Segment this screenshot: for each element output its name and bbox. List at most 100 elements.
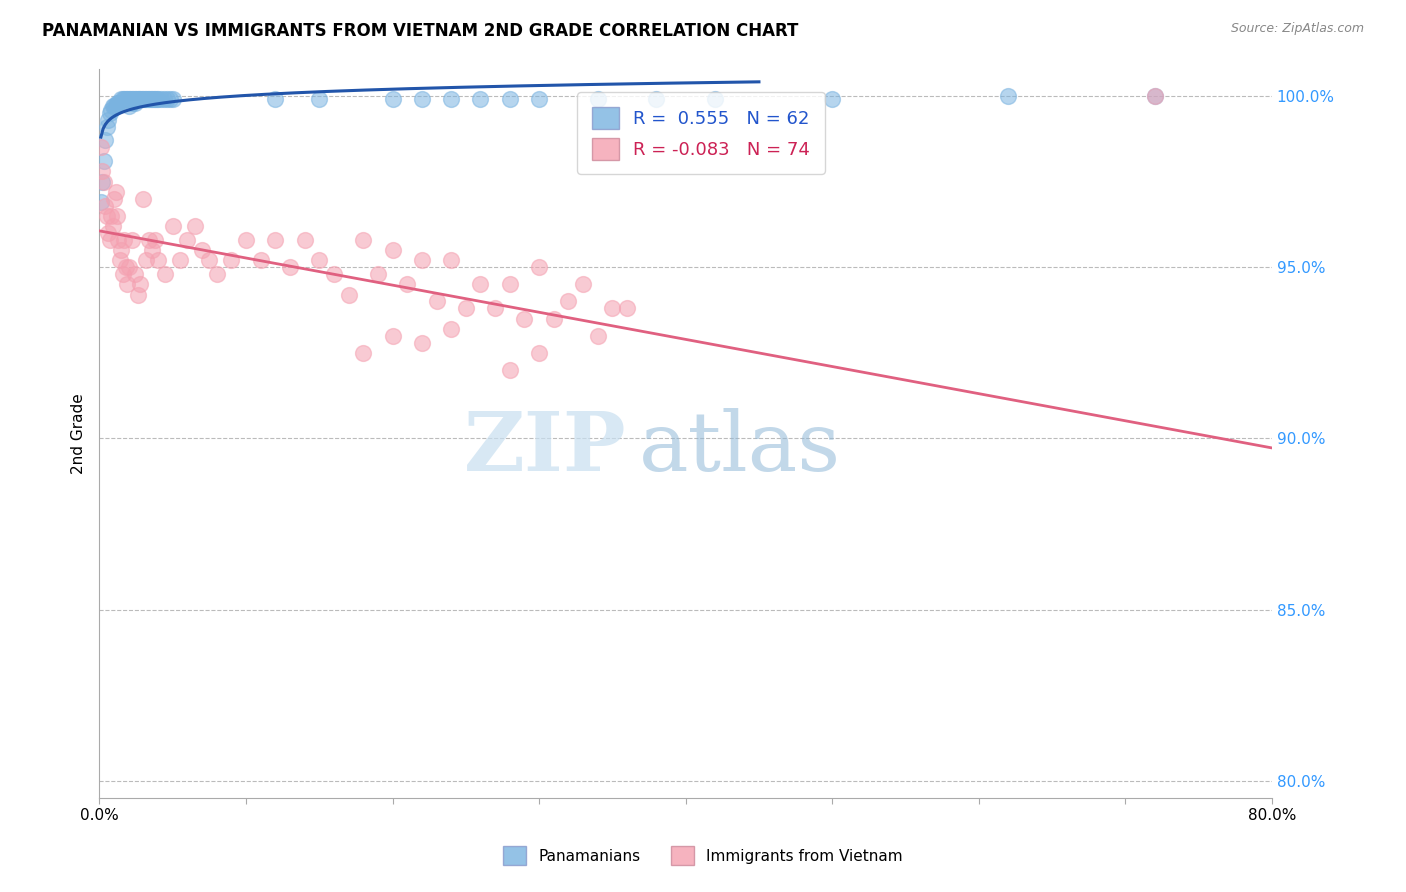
Point — [1143, 89, 1166, 103]
Point — [98, 233, 121, 247]
Point — [499, 363, 522, 377]
Point — [96, 120, 118, 134]
Point — [143, 92, 166, 106]
Point — [156, 92, 179, 106]
Text: atlas: atlas — [638, 408, 841, 488]
Point — [381, 92, 404, 106]
Point — [337, 287, 360, 301]
Point — [221, 253, 243, 268]
Point — [124, 92, 146, 106]
Point — [176, 233, 198, 247]
Point — [470, 277, 492, 292]
Point — [1143, 89, 1166, 103]
Point — [499, 277, 522, 292]
Point — [484, 301, 506, 316]
Point — [440, 92, 463, 106]
Point — [159, 92, 181, 106]
Point — [104, 99, 127, 113]
Point — [396, 277, 419, 292]
Point — [153, 92, 176, 106]
Point — [141, 92, 163, 106]
Point — [704, 92, 727, 106]
Point — [127, 92, 149, 106]
Point — [527, 346, 550, 360]
Point — [122, 92, 145, 106]
Text: ZIP: ZIP — [464, 408, 627, 488]
Point — [128, 92, 150, 106]
Point — [121, 95, 143, 110]
Point — [97, 226, 120, 240]
Point — [278, 260, 301, 275]
Point — [527, 92, 550, 106]
Point — [381, 243, 404, 257]
Point — [107, 95, 129, 110]
Point — [100, 103, 122, 117]
Point — [111, 267, 134, 281]
Point — [183, 219, 205, 233]
Point — [513, 311, 536, 326]
Point — [120, 92, 142, 106]
Point — [543, 311, 565, 326]
Point — [97, 112, 120, 127]
Point — [440, 322, 463, 336]
Point — [142, 92, 165, 106]
Point — [264, 92, 287, 106]
Point — [104, 185, 127, 199]
Point — [557, 294, 579, 309]
Point — [997, 89, 1019, 103]
Y-axis label: 2nd Grade: 2nd Grade — [72, 392, 86, 474]
Point — [131, 92, 153, 106]
Point — [136, 92, 159, 106]
Point — [602, 301, 624, 316]
Point — [135, 253, 157, 268]
Point — [108, 95, 131, 110]
Point — [124, 267, 146, 281]
Point — [93, 153, 115, 168]
Point — [411, 335, 433, 350]
Point — [145, 92, 167, 106]
Point — [134, 92, 156, 106]
Point — [235, 233, 257, 247]
Point — [132, 92, 155, 106]
Point — [110, 243, 132, 257]
Legend: Panamanians, Immigrants from Vietnam: Panamanians, Immigrants from Vietnam — [498, 840, 908, 871]
Point — [108, 253, 131, 268]
Point — [112, 92, 135, 106]
Point — [586, 92, 609, 106]
Point — [352, 233, 374, 247]
Point — [111, 92, 134, 106]
Point — [645, 92, 668, 106]
Point — [572, 277, 595, 292]
Point — [132, 192, 155, 206]
Point — [138, 92, 160, 106]
Point — [308, 253, 330, 268]
Point — [118, 260, 141, 275]
Point — [294, 233, 316, 247]
Point — [470, 92, 492, 106]
Point — [118, 92, 141, 106]
Point — [264, 233, 287, 247]
Point — [94, 198, 117, 212]
Point — [381, 328, 404, 343]
Point — [191, 243, 214, 257]
Point — [103, 99, 125, 113]
Point — [162, 92, 184, 106]
Text: PANAMANIAN VS IMMIGRANTS FROM VIETNAM 2ND GRADE CORRELATION CHART: PANAMANIAN VS IMMIGRANTS FROM VIETNAM 2N… — [42, 22, 799, 40]
Point — [308, 92, 330, 106]
Point — [129, 277, 152, 292]
Point — [169, 253, 191, 268]
Point — [98, 106, 121, 120]
Point — [101, 99, 124, 113]
Point — [205, 267, 228, 281]
Point — [440, 253, 463, 268]
Point — [93, 175, 115, 189]
Point — [411, 253, 433, 268]
Point — [101, 219, 124, 233]
Point — [107, 233, 129, 247]
Point — [94, 133, 117, 147]
Point — [118, 99, 141, 113]
Point — [117, 277, 139, 292]
Point — [821, 92, 844, 106]
Point — [198, 253, 221, 268]
Point — [110, 92, 132, 106]
